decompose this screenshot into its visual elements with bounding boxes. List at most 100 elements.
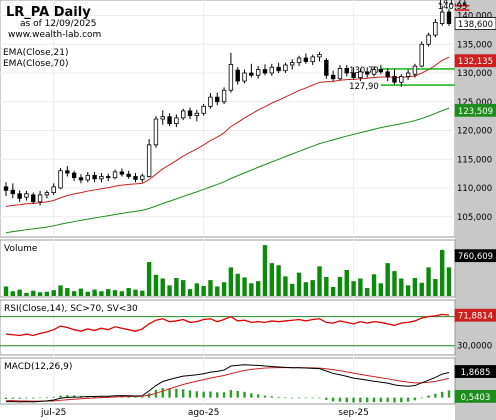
candle-body <box>399 76 404 83</box>
x-axis-label: ago-25 <box>188 408 220 418</box>
volume-bar <box>330 286 336 296</box>
macd-histogram-bar <box>38 397 42 399</box>
x-axis-labels: jul-25 ago-25 sep-25 <box>40 408 369 418</box>
macd-histogram-bar <box>127 396 130 398</box>
macd-badge-bg <box>454 365 496 378</box>
candle-body <box>276 66 281 72</box>
macd-histogram-bar <box>352 397 355 403</box>
macd-histogram-bar <box>66 395 69 398</box>
price-badge: 123,509 <box>458 107 493 117</box>
price-tick-label: 130,000 <box>457 69 492 79</box>
candle-body <box>337 68 343 80</box>
candle-body <box>201 105 206 114</box>
volume-bar <box>92 289 97 296</box>
price-tick-label: 135,000 <box>457 40 492 50</box>
candle-body <box>283 64 288 72</box>
candle-body <box>106 176 111 179</box>
macd-histogram-bar <box>72 395 76 398</box>
macd-histogram-bar <box>216 392 219 398</box>
macd-histogram-bar <box>338 397 342 402</box>
macd-histogram-bar <box>420 397 423 399</box>
price-tick-label: 120,000 <box>457 127 492 137</box>
legend-ema70: EMA(Close,70) <box>3 59 68 69</box>
volume-bar <box>58 285 63 296</box>
ema21-line <box>5 56 450 207</box>
macd-histogram-bar <box>440 391 444 398</box>
macd-histogram-bar <box>297 397 301 399</box>
candle-body <box>78 177 84 181</box>
macd-histogram-bar <box>161 388 164 398</box>
macd-histogram-bar <box>311 397 314 399</box>
macd-title: MACD(12,26,9) <box>4 362 72 372</box>
volume-bar <box>51 290 56 296</box>
candle-body <box>351 72 356 78</box>
candle-body <box>358 71 363 78</box>
candle-body <box>194 112 200 116</box>
volume-bar <box>126 288 131 296</box>
price-tick-label: 140,000 <box>457 12 492 22</box>
candle-body <box>296 57 302 64</box>
candle-body <box>187 110 193 116</box>
candle-body <box>378 69 384 73</box>
rsi-badge: 71,8814 <box>458 312 493 322</box>
macd-histogram-bar <box>270 396 273 398</box>
macd-histogram-bar <box>229 390 233 398</box>
ema-lines <box>5 56 450 234</box>
macd-histogram-bar <box>304 397 308 399</box>
candle-body <box>249 72 254 76</box>
macd-histogram-bar <box>413 397 417 401</box>
volume-bar <box>181 280 186 296</box>
candle-body <box>433 21 438 36</box>
volume-bar <box>187 289 193 296</box>
rsi-title: RSI(Close,14), SC>70, SV<30 <box>4 304 138 314</box>
volume-bar <box>174 277 179 296</box>
candle-body <box>392 76 397 83</box>
macd-line <box>6 364 450 403</box>
price-tick-label: 125,000 <box>457 98 492 108</box>
candle-body <box>37 194 43 203</box>
volume-bar <box>310 280 315 296</box>
level-label: 140,95 <box>438 2 468 12</box>
macd-histogram-bar <box>379 397 383 403</box>
macd-histogram-bar <box>250 393 253 398</box>
volume-bar <box>249 283 254 296</box>
macd-histogram-bar <box>291 397 294 399</box>
candle-body <box>153 118 159 146</box>
price-badge-bg <box>454 17 496 30</box>
candle-body <box>371 69 377 75</box>
candle-body <box>140 175 145 180</box>
volume-bar <box>358 278 363 296</box>
macd-histogram-bar <box>59 395 62 398</box>
macd-histogram-bar <box>18 397 21 399</box>
candle-body <box>426 34 431 45</box>
volume-bar <box>385 263 390 296</box>
candle-body <box>167 116 172 124</box>
price-badge-bg <box>454 103 496 117</box>
volume-bar <box>446 267 452 296</box>
candle-body <box>324 59 329 76</box>
volume-bar <box>3 286 9 296</box>
macd-histogram-bar <box>427 395 430 398</box>
volume-bar <box>24 292 29 296</box>
volume-bar <box>167 285 172 296</box>
chart-title: LR_PA Daily <box>6 5 91 20</box>
macd-histogram-bar <box>393 397 396 403</box>
macd-histogram-bar <box>32 397 35 399</box>
volume-bar <box>85 291 90 296</box>
macd-histogram-bar <box>236 391 239 398</box>
macd-hist-badge-bg <box>454 389 496 403</box>
volume-badge-bg <box>454 249 496 263</box>
macd-histogram-bar <box>366 397 369 403</box>
volume-bar <box>44 291 50 296</box>
candle-body <box>65 170 70 174</box>
candle-body <box>58 170 63 189</box>
volume-bar <box>351 281 356 296</box>
volume-bar <box>392 271 397 296</box>
macd-series <box>4 364 451 403</box>
volume-bar <box>133 289 138 296</box>
volume-bar <box>303 282 309 296</box>
candle-body <box>255 69 261 76</box>
candle-body <box>215 96 220 103</box>
candle-body <box>446 11 452 24</box>
